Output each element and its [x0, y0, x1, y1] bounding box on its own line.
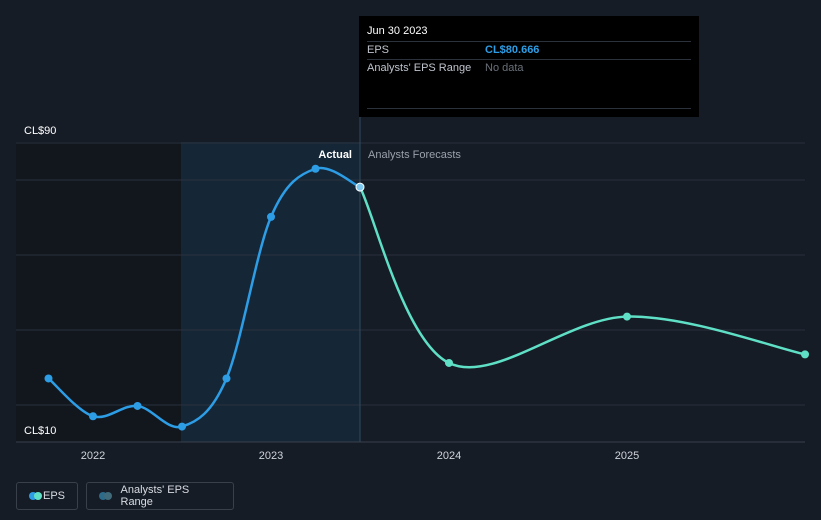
- forecast-point: [801, 350, 809, 359]
- x-tick-label: 2022: [81, 450, 105, 462]
- actual-point: [89, 412, 97, 421]
- forecast-point: [445, 358, 453, 367]
- tooltip-eps-label: EPS: [367, 44, 390, 56]
- actual-point: [222, 374, 231, 383]
- forecast-label: Analysts Forecasts: [368, 149, 461, 161]
- y-tick-label-bottom: CL$10: [24, 425, 56, 437]
- x-tick-label: 2023: [259, 450, 283, 462]
- tooltip-range-label: Analysts' EPS Range: [367, 62, 472, 74]
- actual-label: Actual: [318, 149, 352, 161]
- x-tick-label: 2024: [437, 450, 461, 462]
- tooltip: Jun 30 2023 EPS CL$80.666 Analysts' EPS …: [359, 16, 699, 117]
- legend-range-label: Analysts' EPS Range: [120, 484, 190, 508]
- tooltip-eps-value: CL$80.666: [485, 44, 540, 56]
- past-region-dark: [16, 142, 181, 442]
- forecast-point: [623, 312, 631, 321]
- legend-eps[interactable]: EPS: [16, 482, 78, 510]
- actual-point: [178, 422, 186, 431]
- range-legend-icon: [99, 491, 113, 501]
- past-region-highlight: [181, 142, 360, 442]
- forecast-eps-line: [358, 186, 806, 369]
- tooltip-eps-row: EPS CL$80.666: [367, 41, 691, 59]
- legend-analysts-range[interactable]: Analysts' EPS Range: [86, 482, 234, 510]
- tooltip-range-value: No data: [485, 62, 524, 74]
- actual-point: [44, 374, 53, 383]
- tooltip-range-row: Analysts' EPS Range No data: [367, 59, 691, 77]
- current-point: [355, 182, 365, 192]
- actual-point: [133, 401, 142, 410]
- tooltip-date: Jun 30 2023: [367, 25, 428, 37]
- actual-eps-line: [47, 166, 361, 429]
- actual-point: [311, 164, 320, 173]
- legend-eps-label: EPS: [42, 490, 65, 502]
- eps-legend-icon: [29, 491, 42, 501]
- y-tick-label-top: CL$90: [24, 125, 56, 137]
- actual-point: [267, 212, 275, 221]
- tooltip-divider: [367, 108, 691, 109]
- x-tick-label: 2025: [615, 450, 639, 462]
